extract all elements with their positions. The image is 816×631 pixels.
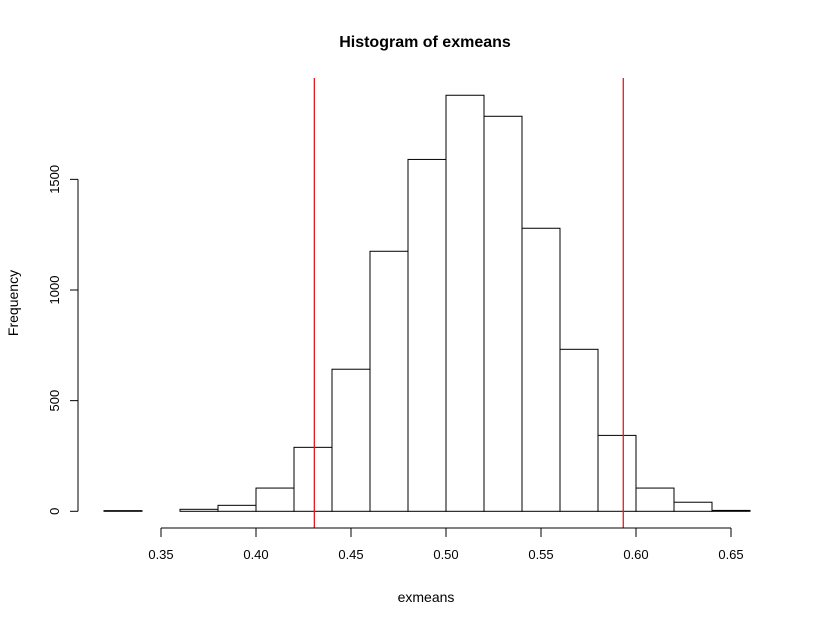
x-axis: 0.35 0.40 0.45 0.50 0.55 0.60 0.65 [148, 527, 744, 562]
y-axis-label: Frequency [5, 270, 21, 336]
histogram-bars [103, 94, 751, 512]
histogram-bar [711, 509, 751, 512]
histogram-bar [369, 250, 409, 512]
x-tick-label: 0.40 [243, 547, 268, 562]
histogram-bar [635, 487, 675, 512]
y-tick-label: 0 [47, 508, 62, 515]
histogram-bar [597, 434, 637, 512]
x-tick-label: 0.50 [433, 547, 458, 562]
histogram-bar [445, 94, 485, 512]
histogram-bar [179, 508, 219, 512]
x-tick-label: 0.45 [338, 547, 363, 562]
histogram-bar [293, 446, 333, 512]
x-tick-label: 0.60 [623, 547, 648, 562]
x-axis-label: exmeans [398, 589, 455, 605]
reference-lines [313, 78, 624, 528]
y-tick-label: 1000 [47, 276, 62, 305]
histogram-bar [407, 158, 447, 512]
y-tick-label: 1500 [47, 165, 62, 194]
histogram-bar [521, 227, 561, 512]
histogram-bar [483, 115, 523, 512]
y-axis: 0 500 1000 1500 [47, 165, 79, 515]
histogram-bar [103, 510, 143, 512]
x-tick-label: 0.65 [718, 547, 743, 562]
chart-title: Histogram of exmeans [339, 34, 511, 51]
histogram-bar [559, 348, 599, 512]
y-tick-label: 500 [47, 390, 62, 412]
x-tick-label: 0.55 [528, 547, 553, 562]
x-tick-label: 0.35 [148, 547, 173, 562]
histogram-bar [331, 368, 371, 512]
histogram-bar [255, 487, 295, 512]
histogram-bar [673, 501, 713, 512]
histogram-bar [217, 504, 257, 512]
